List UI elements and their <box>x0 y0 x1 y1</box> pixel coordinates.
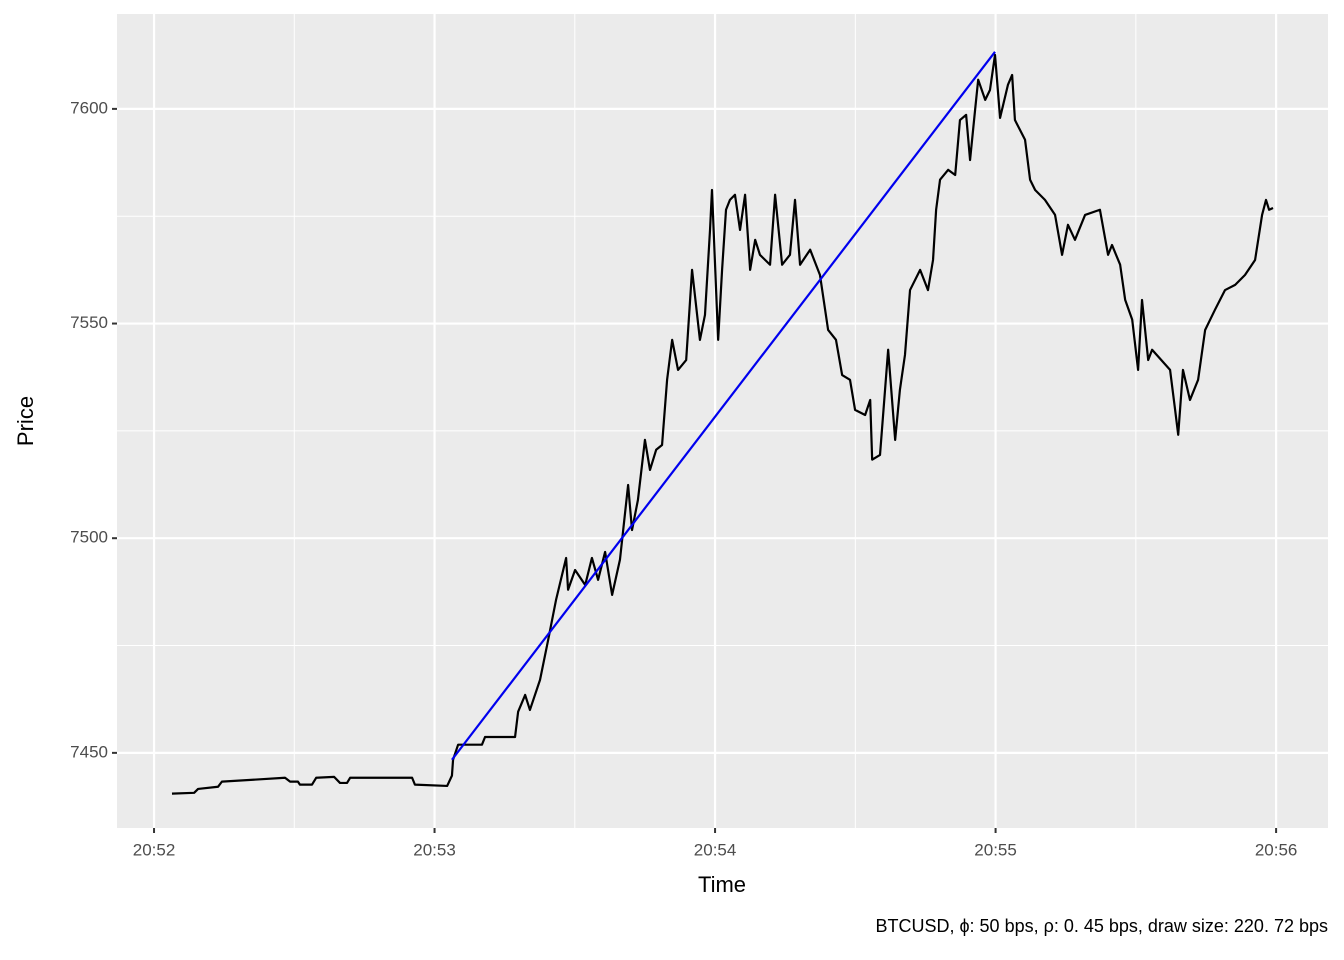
x-tick-label: 20:54 <box>694 840 737 859</box>
panel <box>117 14 1328 828</box>
y-tick-label: 7450 <box>70 742 108 761</box>
price-line <box>451 51 996 761</box>
y-axis-title: Price <box>13 396 38 446</box>
x-tick-label: 20:52 <box>133 840 176 859</box>
x-tick-label: 20:55 <box>974 840 1017 859</box>
caption: BTCUSD, ϕ: 50 bps, ρ: 0. 45 bps, draw si… <box>875 916 1328 936</box>
y-tick-label: 7500 <box>70 528 108 547</box>
x-axis-title: Time <box>698 872 746 897</box>
y-tick-label: 7600 <box>70 98 108 117</box>
price-line <box>171 53 1274 795</box>
x-tick-label: 20:56 <box>1255 840 1298 859</box>
y-tick-label: 7550 <box>70 313 108 332</box>
x-tick-label: 20:53 <box>413 840 456 859</box>
